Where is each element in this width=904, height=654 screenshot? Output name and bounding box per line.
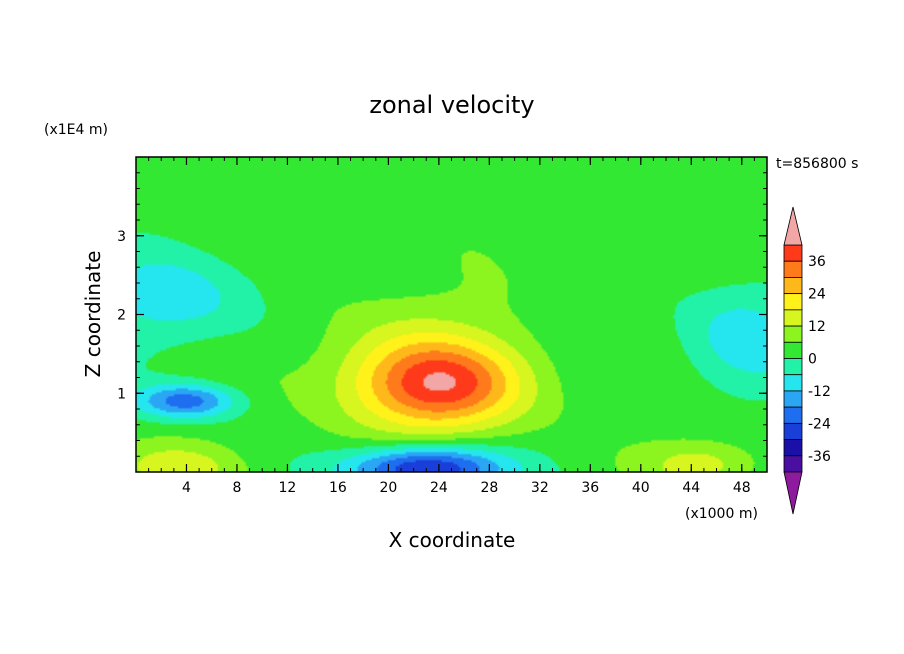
colorbar-swatch — [783, 439, 803, 457]
x-unit-label: (x1000 m) — [685, 506, 758, 522]
colorbar-swatch — [783, 277, 803, 295]
y-axis-ticks: 1 2 3 — [117, 172, 767, 457]
x-tick-label: 24 — [430, 480, 448, 496]
colorbar-tick-label: -36 — [808, 449, 831, 465]
colorbar: 36 24 12 0 -12 -24 -36 — [783, 206, 831, 515]
colorbar-swatch — [783, 293, 803, 311]
chart-title: zonal velocity — [369, 91, 534, 119]
y-axis-label: Z coordinate — [81, 251, 105, 378]
colorbar-swatch — [783, 406, 803, 424]
colorbar-tick-label: -12 — [808, 384, 831, 400]
colorbar-max-arrow — [783, 206, 803, 246]
colorbar-tick-label: 12 — [808, 319, 826, 335]
x-tick-label: 40 — [632, 480, 650, 496]
x-tick-label: 16 — [329, 480, 347, 496]
colorbar-min-arrow — [783, 471, 803, 515]
y-tick-label: 2 — [117, 308, 126, 324]
colorbar-swatch — [783, 309, 803, 327]
colorbar-swatch — [783, 341, 803, 359]
colorbar-swatch — [783, 244, 803, 262]
x-tick-label: 12 — [279, 480, 297, 496]
x-tick-label: 44 — [682, 480, 700, 496]
y-tick-label: 1 — [117, 386, 126, 402]
x-tick-label: 48 — [733, 480, 751, 496]
colorbar-swatch — [783, 374, 803, 392]
y-tick-label: 3 — [117, 229, 126, 245]
x-tick-label: 28 — [480, 480, 498, 496]
x-tick-label: 20 — [379, 480, 397, 496]
colorbar-tick-label: 36 — [808, 254, 826, 270]
colorbar-swatch — [783, 325, 803, 343]
colorbar-swatch — [783, 390, 803, 408]
x-axis-label: X coordinate — [389, 528, 516, 552]
colorbar-swatch — [783, 358, 803, 376]
x-tick-label: 8 — [232, 480, 241, 496]
colorbar-swatch — [783, 260, 803, 278]
time-label: t=856800 s — [776, 156, 858, 172]
colorbar-tick-label: -24 — [808, 416, 831, 432]
colorbar-tick-label: 24 — [808, 287, 826, 303]
colorbar-swatch — [783, 422, 803, 440]
colorbar-tick-label: 0 — [808, 352, 817, 368]
x-tick-label: 36 — [581, 480, 599, 496]
x-tick-label: 4 — [182, 480, 191, 496]
x-axis-ticks: 4 8 12 16 20 24 28 32 36 40 44 48 — [148, 157, 755, 496]
velocity-field — [136, 157, 767, 472]
colorbar-swatch — [783, 455, 803, 473]
y-unit-label: (x1E4 m) — [44, 122, 108, 138]
x-tick-label: 32 — [531, 480, 549, 496]
